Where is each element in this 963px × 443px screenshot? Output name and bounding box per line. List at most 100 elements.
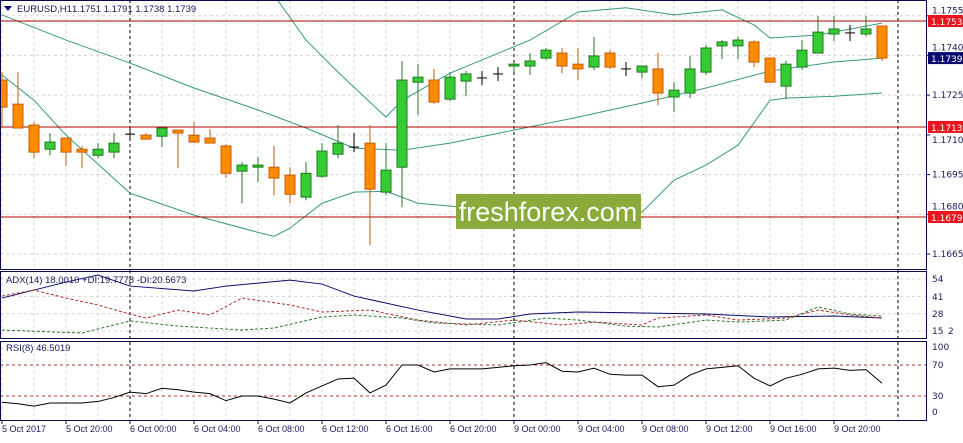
candle <box>477 71 487 86</box>
candle-body <box>572 63 584 70</box>
panel-border <box>0 341 927 421</box>
candle <box>796 40 808 70</box>
candle-body <box>700 47 712 73</box>
bollinger-upper-line <box>276 0 883 118</box>
level-label-bg[interactable] <box>928 120 963 133</box>
candle <box>780 60 792 100</box>
candle <box>508 62 520 73</box>
candle <box>108 133 120 159</box>
candle-body <box>140 134 152 140</box>
price-tick-label: 1.1680 <box>932 202 963 212</box>
candle <box>268 146 280 196</box>
candle <box>60 137 72 167</box>
candle-body <box>12 103 24 129</box>
candle <box>396 60 408 208</box>
candle-body <box>396 79 408 168</box>
candle-body <box>252 164 264 168</box>
candle <box>540 48 552 60</box>
bollinger-middle-line <box>1 14 883 151</box>
candle-body <box>604 52 616 68</box>
candle-body <box>812 31 824 54</box>
candle <box>828 15 840 42</box>
candle <box>524 53 536 76</box>
candle <box>876 25 888 61</box>
rsi-panel <box>0 362 927 407</box>
adx-tick-label: 54 <box>932 275 944 285</box>
candle <box>380 143 392 196</box>
horizontal-levels[interactable] <box>0 20 927 218</box>
triangle-down-icon[interactable] <box>4 6 12 11</box>
level-label-bg[interactable] <box>928 210 963 223</box>
candle-body <box>764 57 776 83</box>
candle-body <box>284 174 296 195</box>
candle-body <box>60 137 72 153</box>
candle-body <box>380 169 392 193</box>
candle <box>748 40 760 68</box>
time-label: 6 Oct 20:00 <box>450 424 497 434</box>
candle <box>764 57 776 83</box>
candle-body <box>332 142 344 155</box>
candle <box>700 45 712 76</box>
candle <box>349 133 359 153</box>
candle <box>252 157 264 183</box>
time-label: 9 Oct 20:00 <box>834 424 881 434</box>
candle <box>572 48 584 81</box>
price-tick-label: 1.1695 <box>932 171 963 181</box>
candle-body <box>364 142 376 190</box>
candle <box>444 72 456 101</box>
time-label: 6 Oct 08:00 <box>258 424 305 434</box>
candle-body <box>444 76 456 100</box>
watermark-box <box>456 194 641 229</box>
candle-body <box>412 76 424 83</box>
candle <box>204 129 216 144</box>
candle-body <box>524 60 536 67</box>
time-label: 6 Oct 00:00 <box>130 424 177 434</box>
time-label: 9 Oct 12:00 <box>706 424 753 434</box>
time-label: 9 Oct 04:00 <box>578 424 625 434</box>
bollinger-bands <box>1 0 883 237</box>
current-price-label: 1.1739 <box>931 55 963 65</box>
level-price-label: 1.1713 <box>931 124 963 134</box>
rsi-tick-label: 0 <box>932 408 938 418</box>
time-label: 5 Oct 2017 <box>2 424 46 434</box>
level-label-bg[interactable] <box>928 15 963 27</box>
candle-body <box>684 68 696 94</box>
candle <box>156 127 168 148</box>
current-price-label-bg <box>928 52 963 65</box>
candle-body <box>268 166 280 179</box>
chart-header: EURUSD,H1 1.1751 1.1791 1.1738 1.1739 <box>4 4 196 15</box>
candle-body <box>796 49 808 68</box>
candle-body <box>172 129 184 134</box>
candle-body <box>44 141 56 150</box>
price-tick-label: 1.1665 <box>932 250 963 260</box>
candle <box>812 15 824 54</box>
candle-body <box>188 134 200 143</box>
candle <box>556 48 568 74</box>
adx-panel <box>1 274 883 334</box>
candle-body <box>540 49 552 59</box>
candle <box>412 64 424 116</box>
rsi-line <box>1 362 883 407</box>
candle-body <box>668 89 680 98</box>
candle-body <box>556 52 568 67</box>
candle <box>125 128 135 141</box>
candle <box>332 125 344 159</box>
candle-body <box>156 127 168 137</box>
candle <box>0 72 8 129</box>
time-label: 6 Oct 04:00 <box>194 424 241 434</box>
rsi-tick-label: 100 <box>932 343 949 353</box>
adx-tick-label: 15 <box>932 327 943 337</box>
candle-body <box>108 142 120 153</box>
candle-body <box>28 124 40 153</box>
candle <box>172 129 184 169</box>
candle-body <box>76 148 88 153</box>
level-price-label: 1.1753 <box>931 18 963 28</box>
candle <box>460 71 472 97</box>
rsi-tick-label: 30 <box>932 392 944 402</box>
candle <box>668 82 680 113</box>
price-tick-label: 1.1725 <box>932 91 963 101</box>
candle <box>76 146 88 169</box>
symbol-label: EURUSD,H1 <box>17 4 72 15</box>
candle <box>300 162 312 201</box>
